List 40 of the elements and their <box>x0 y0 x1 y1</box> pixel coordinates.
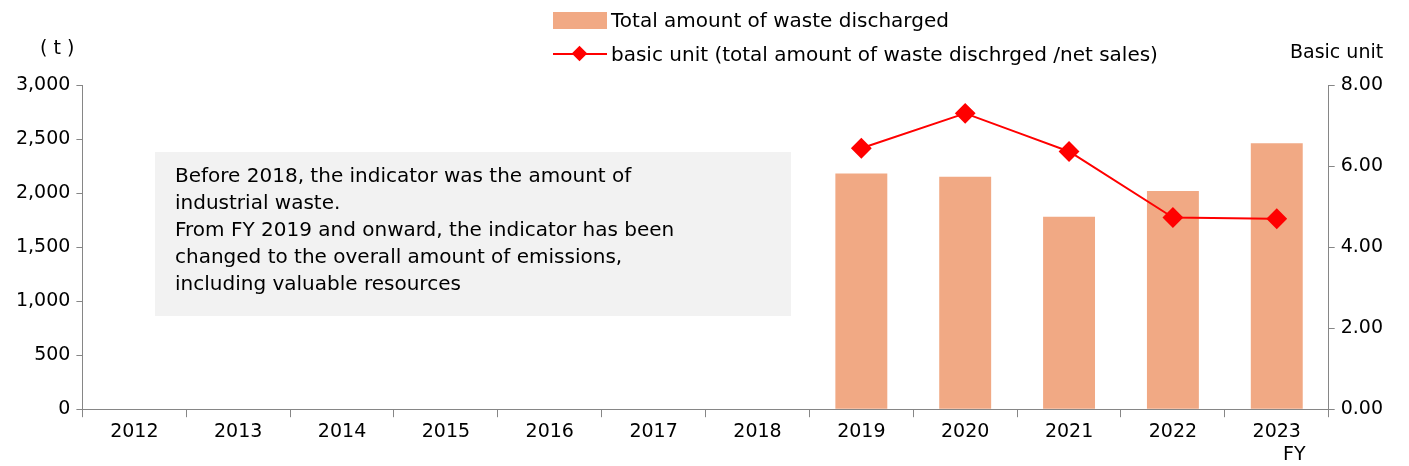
point <box>1162 207 1183 228</box>
y2-tick-label: 2.00 <box>1340 315 1384 338</box>
point <box>851 138 872 159</box>
bar <box>1146 190 1199 409</box>
y-tick-label: 500 <box>34 342 71 365</box>
y-tick-label: 0 <box>58 396 71 419</box>
y2-axis-title: Basic unit <box>1290 40 1384 62</box>
y-tick-label: 3,000 <box>15 71 71 94</box>
x-tick-label: 2013 <box>214 418 263 441</box>
y-axis-title: ( t ) <box>40 36 75 58</box>
x-tick-label: 2014 <box>317 418 367 441</box>
x-tick-label: 2018 <box>733 418 782 441</box>
y-tick-label: 1,500 <box>15 234 71 257</box>
legend-label: Total amount of waste discharged <box>611 8 949 32</box>
bar <box>1250 143 1303 409</box>
x-tick-label: 2023 <box>1252 418 1301 441</box>
y-tick-label: 2,500 <box>15 125 71 148</box>
legend-label: basic unit (total amount of waste dischrged /net sales) <box>611 42 1158 66</box>
point <box>1266 208 1287 229</box>
x-tick-label: 2022 <box>1148 418 1198 441</box>
y2-tick-label: 6.00 <box>1340 152 1384 175</box>
x-tick-label: 2019 <box>837 418 886 441</box>
y2-tick-label: 0.00 <box>1340 396 1384 419</box>
x-tick-label: 2021 <box>1044 418 1094 441</box>
note-box: Before 2018, the indicator was the amount of industrial waste. From FY 2019 and onward, the indicator has been changed to the overall amount of emissions, including valuable resources <box>155 152 791 316</box>
bar <box>835 173 888 409</box>
bar <box>1043 216 1096 409</box>
y2-tick-label: 4.00 <box>1340 234 1384 257</box>
y-tick-label: 1,000 <box>15 288 71 311</box>
y-tick-label: 2,000 <box>15 180 71 202</box>
point <box>955 103 976 124</box>
x-tick-label: 2020 <box>941 418 990 441</box>
x-tick-label: 2016 <box>525 418 574 441</box>
bar <box>939 176 992 409</box>
x-tick-label: 2012 <box>110 418 159 441</box>
point <box>1059 141 1080 162</box>
x-axis-title: FY <box>1283 442 1306 464</box>
x-tick-label: 2015 <box>421 418 471 441</box>
y2-tick-label: 8.00 <box>1340 71 1384 94</box>
x-tick-label: 2017 <box>629 418 678 441</box>
